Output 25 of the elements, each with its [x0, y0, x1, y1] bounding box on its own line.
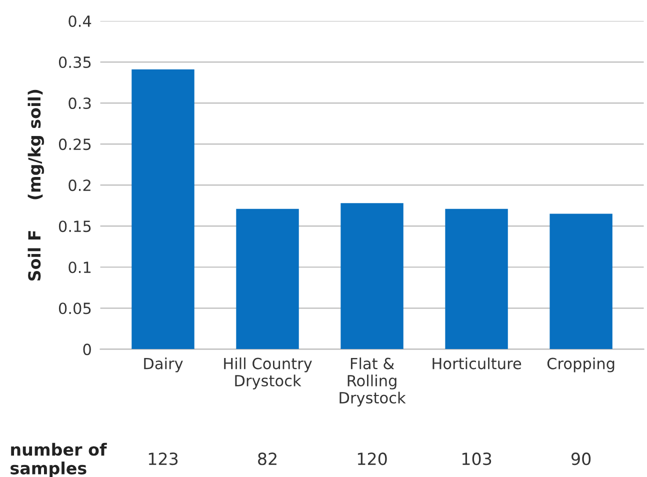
bar: [236, 208, 299, 350]
text: 120: [358, 452, 387, 466]
y-tick-label: 0.35: [58, 56, 91, 68]
bar: [550, 214, 612, 350]
text: 90: [572, 452, 591, 466]
text: 103: [462, 452, 492, 466]
y-axis-title: Soil F (mg/kg soil): [28, 90, 44, 281]
x-tick-label: Horticulture: [432, 357, 522, 370]
bar: [340, 203, 404, 350]
y-tick-label: 0.05: [58, 302, 91, 314]
bar: [445, 208, 508, 350]
y-tick-label: 0.2: [68, 180, 90, 192]
y-tick-label: 0.3: [68, 97, 91, 110]
y-tick-label: 0.4: [68, 15, 92, 28]
y-tick-label: 0: [83, 344, 91, 356]
y-tick-label: 0.25: [58, 138, 91, 150]
y-tick-label: 0.15: [58, 220, 91, 232]
text: 123: [148, 452, 178, 466]
y-tick-label: 0.1: [68, 262, 91, 274]
bar: [132, 69, 194, 350]
x-tick-label: Hill Country Drystock: [224, 357, 312, 390]
x-tick-label: Dairy: [144, 357, 183, 372]
text: 82: [258, 452, 276, 466]
x-tick-label: Flat & Rolling Drystock: [340, 357, 406, 406]
x-tick-label: Cropping: [547, 357, 614, 372]
